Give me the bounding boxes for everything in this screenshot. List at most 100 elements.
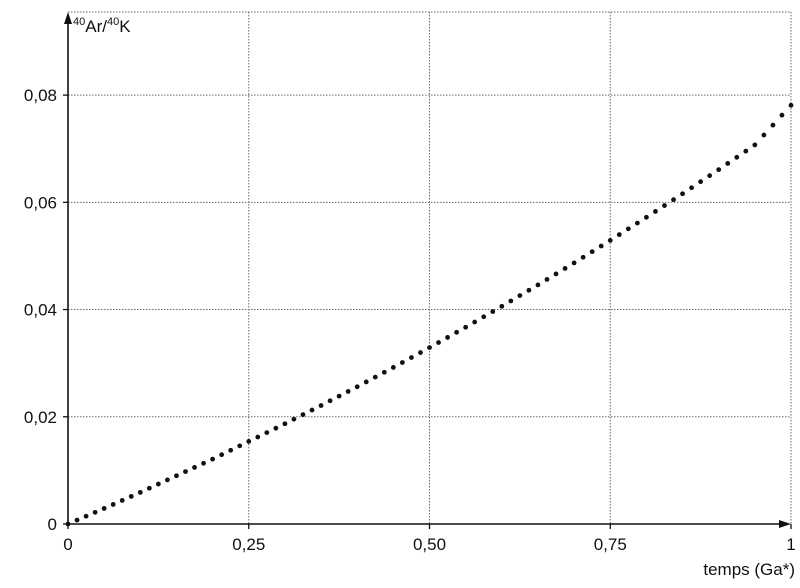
data-point <box>165 477 170 483</box>
data-point <box>779 112 785 118</box>
data-point <box>761 132 767 138</box>
data-point <box>589 249 595 255</box>
data-point <box>662 203 667 208</box>
data-point <box>752 142 758 148</box>
data-point <box>481 314 487 320</box>
data-point <box>598 243 604 249</box>
data-point <box>219 452 225 458</box>
data-point <box>137 489 143 495</box>
data-point <box>553 271 559 277</box>
data-point <box>300 412 306 418</box>
data-point <box>399 360 405 365</box>
data-point <box>255 434 261 440</box>
data-point <box>625 226 631 232</box>
data-point <box>345 389 351 394</box>
data-point <box>318 403 324 408</box>
data-point <box>580 254 586 260</box>
data-points <box>65 102 794 527</box>
data-point <box>689 185 694 191</box>
data-point <box>183 469 188 474</box>
data-point <box>155 481 161 487</box>
data-point <box>454 329 460 335</box>
data-point <box>788 102 794 108</box>
x-axis-label: temps (Ga*) <box>703 560 795 579</box>
x-tick-label: 1 <box>786 535 795 554</box>
data-point <box>192 465 197 470</box>
data-point <box>698 179 704 185</box>
data-point <box>644 214 649 220</box>
data-point <box>92 509 98 515</box>
data-point <box>363 379 369 385</box>
data-point <box>517 293 523 299</box>
data-point <box>526 287 532 293</box>
data-point <box>381 369 387 375</box>
x-tick-label: 0 <box>63 535 72 554</box>
data-point <box>83 513 89 519</box>
x-tick-label: 0,50 <box>413 535 446 554</box>
x-axis-arrow <box>779 520 791 528</box>
data-point <box>472 319 478 325</box>
data-point <box>201 460 206 466</box>
data-point <box>65 521 71 527</box>
y-axis-arrow <box>64 12 72 24</box>
data-point <box>74 517 80 523</box>
y-axis-label: 40Ar/40K <box>73 16 131 36</box>
data-point <box>616 232 622 238</box>
data-point <box>128 493 134 499</box>
data-point <box>327 398 333 404</box>
data-point <box>463 324 469 330</box>
data-point <box>607 237 613 243</box>
y-tick-label: 0,06 <box>24 193 57 212</box>
data-point <box>418 350 423 355</box>
y-tick-label: 0 <box>48 515 57 534</box>
axes <box>63 12 792 529</box>
data-point <box>770 122 776 128</box>
data-point <box>228 447 234 453</box>
data-point <box>119 498 125 503</box>
data-point <box>653 209 658 214</box>
data-point <box>734 154 740 160</box>
tick-labels: 0 0,25 0,50 0,75 1 0 0,02 0,04 0,06 0,08 <box>24 86 796 554</box>
data-point <box>544 276 550 282</box>
data-point <box>174 473 179 479</box>
data-point <box>634 220 640 226</box>
data-point <box>110 502 116 507</box>
y-tick-label: 0,04 <box>24 301 57 320</box>
data-point <box>372 374 378 380</box>
data-point <box>409 355 414 360</box>
x-tick-label: 0,25 <box>232 535 265 554</box>
data-point <box>707 173 713 179</box>
data-point <box>535 282 541 288</box>
data-point <box>237 443 243 449</box>
data-point <box>354 384 360 390</box>
data-point <box>264 430 270 435</box>
data-point <box>716 167 722 173</box>
data-point <box>291 416 297 422</box>
data-point <box>671 197 676 203</box>
data-point <box>445 335 450 340</box>
data-point <box>273 425 279 431</box>
data-point <box>336 393 342 399</box>
y-tick-label: 0,02 <box>24 408 57 427</box>
data-point <box>427 345 432 351</box>
grid <box>68 11 792 524</box>
data-point <box>309 407 315 413</box>
data-point <box>499 303 505 309</box>
data-point <box>680 191 685 197</box>
y-tick-label: 0,08 <box>24 86 57 105</box>
data-point <box>562 266 568 271</box>
data-point <box>725 161 731 166</box>
data-point <box>101 506 107 511</box>
x-tick-label: 0,75 <box>594 535 627 554</box>
data-point <box>490 309 496 314</box>
data-point <box>246 439 252 444</box>
data-point <box>390 365 396 370</box>
data-point <box>436 340 441 345</box>
data-point <box>282 421 288 427</box>
data-point <box>508 298 514 304</box>
data-point <box>146 485 152 491</box>
data-point <box>210 456 216 462</box>
data-point <box>743 148 749 154</box>
data-point <box>571 260 577 266</box>
